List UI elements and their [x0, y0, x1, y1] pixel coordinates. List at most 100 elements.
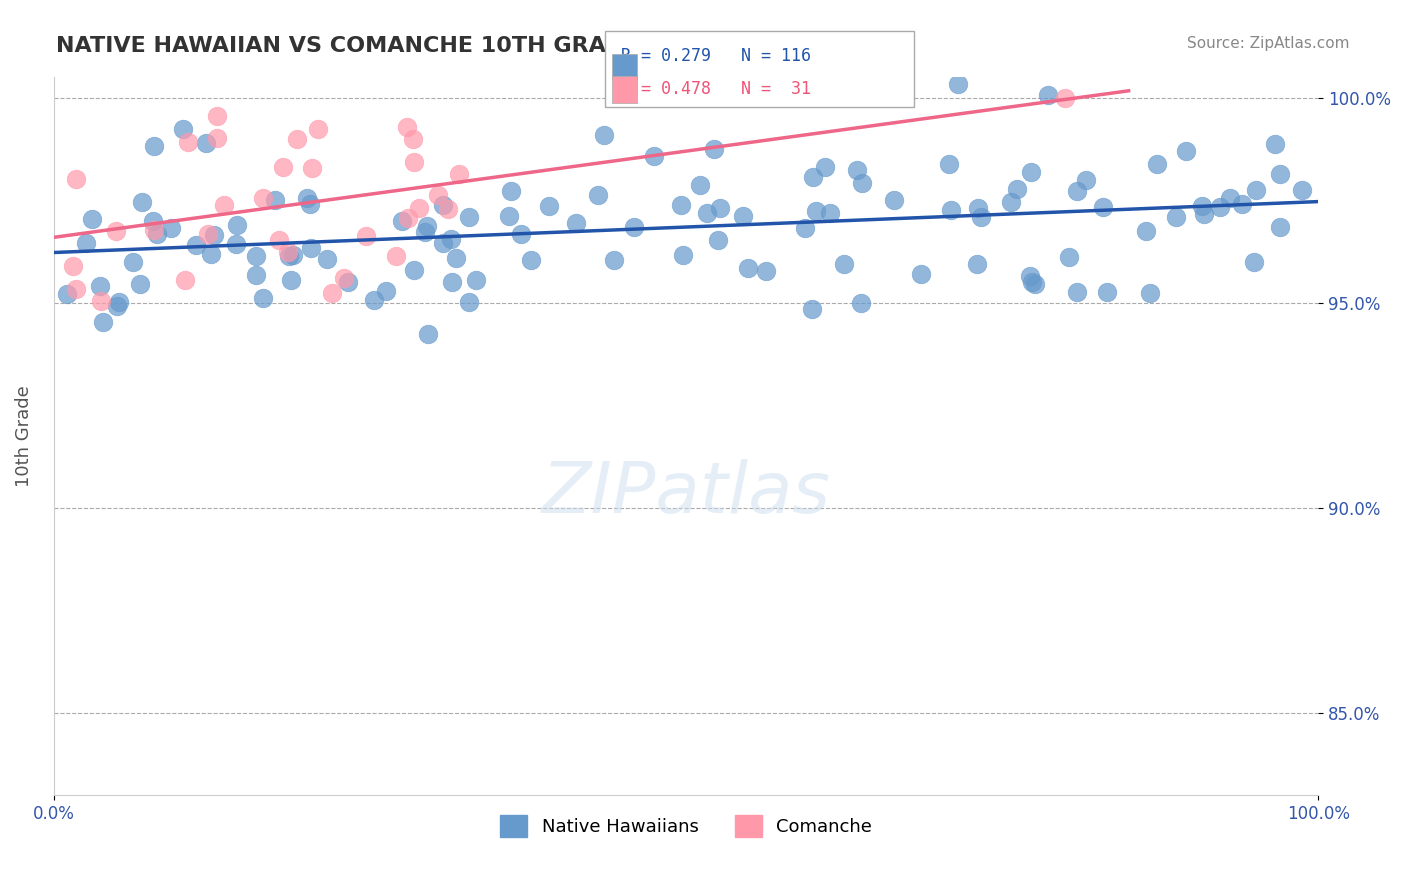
Point	[177, 136, 200, 150]
Point	[1135, 224, 1157, 238]
Point	[1146, 157, 1168, 171]
Point	[432, 198, 454, 212]
Point	[846, 162, 869, 177]
Point	[90, 293, 112, 308]
Point	[1192, 206, 1215, 220]
Legend: Native Hawaiians, Comanche: Native Hawaiians, Comanche	[494, 807, 879, 844]
Point	[967, 201, 990, 215]
Point	[160, 221, 183, 235]
Point	[1264, 136, 1286, 151]
Point	[703, 142, 725, 156]
Point	[271, 160, 294, 174]
Point	[538, 199, 561, 213]
Point	[458, 295, 481, 310]
Point	[1166, 210, 1188, 224]
Point	[285, 132, 308, 146]
Point	[200, 247, 222, 261]
Point	[1091, 200, 1114, 214]
Point	[245, 268, 267, 283]
Point	[1191, 199, 1213, 213]
Point	[107, 295, 129, 310]
Point	[565, 216, 588, 230]
Text: R = 0.478   N =  31: R = 0.478 N = 31	[621, 80, 811, 98]
Point	[281, 248, 304, 262]
Point	[252, 291, 274, 305]
Point	[337, 276, 360, 290]
Point	[643, 148, 665, 162]
Point	[105, 299, 128, 313]
Point	[93, 315, 115, 329]
Point	[1219, 191, 1241, 205]
Point	[427, 187, 450, 202]
Point	[75, 236, 97, 251]
Point	[458, 210, 481, 224]
Point	[277, 244, 299, 259]
Point	[408, 201, 430, 215]
Point	[56, 286, 79, 301]
Point	[1074, 172, 1097, 186]
Point	[806, 204, 828, 219]
Text: Source: ZipAtlas.com: Source: ZipAtlas.com	[1187, 36, 1350, 51]
Point	[834, 257, 856, 271]
Point	[1268, 167, 1291, 181]
Point	[603, 252, 626, 267]
Point	[592, 128, 614, 142]
Point	[1024, 277, 1046, 291]
Point	[1291, 184, 1313, 198]
Point	[65, 282, 87, 296]
Point	[225, 236, 247, 251]
Point	[396, 211, 419, 225]
Point	[623, 220, 645, 235]
Point	[89, 279, 111, 293]
Point	[197, 227, 219, 241]
Point	[441, 275, 464, 289]
Point	[1246, 182, 1268, 196]
Point	[245, 249, 267, 263]
Point	[62, 259, 84, 273]
Point	[1007, 182, 1029, 196]
Point	[82, 211, 104, 226]
Point	[301, 161, 323, 175]
Point	[849, 295, 872, 310]
Point	[794, 221, 817, 235]
Point	[252, 191, 274, 205]
Point	[755, 264, 778, 278]
Point	[671, 197, 693, 211]
Point	[709, 201, 731, 215]
Point	[402, 155, 425, 169]
Text: R = 0.279   N = 116: R = 0.279 N = 116	[621, 47, 811, 65]
Point	[444, 251, 467, 265]
Point	[696, 206, 718, 220]
Point	[970, 211, 993, 225]
Text: NATIVE HAWAIIAN VS COMANCHE 10TH GRADE CORRELATION CHART: NATIVE HAWAIIAN VS COMANCHE 10TH GRADE C…	[56, 36, 914, 55]
Point	[432, 236, 454, 251]
Point	[1021, 275, 1043, 289]
Point	[938, 157, 960, 171]
Point	[174, 273, 197, 287]
Point	[402, 263, 425, 277]
Point	[910, 268, 932, 282]
Point	[1019, 165, 1042, 179]
Point	[966, 257, 988, 271]
Point	[142, 139, 165, 153]
Point	[1230, 197, 1253, 211]
Point	[226, 218, 249, 232]
Point	[440, 232, 463, 246]
Point	[402, 132, 425, 146]
Point	[295, 191, 318, 205]
Point	[321, 286, 343, 301]
Point	[316, 252, 339, 267]
Point	[737, 260, 759, 275]
Point	[332, 270, 354, 285]
Y-axis label: 10th Grade: 10th Grade	[15, 385, 32, 487]
Point	[437, 202, 460, 216]
Point	[122, 255, 145, 269]
Point	[1066, 184, 1088, 198]
Point	[172, 121, 194, 136]
Point	[586, 187, 609, 202]
Point	[1139, 286, 1161, 301]
Point	[1036, 87, 1059, 102]
Point	[212, 197, 235, 211]
Point	[672, 248, 695, 262]
Point	[1066, 285, 1088, 299]
